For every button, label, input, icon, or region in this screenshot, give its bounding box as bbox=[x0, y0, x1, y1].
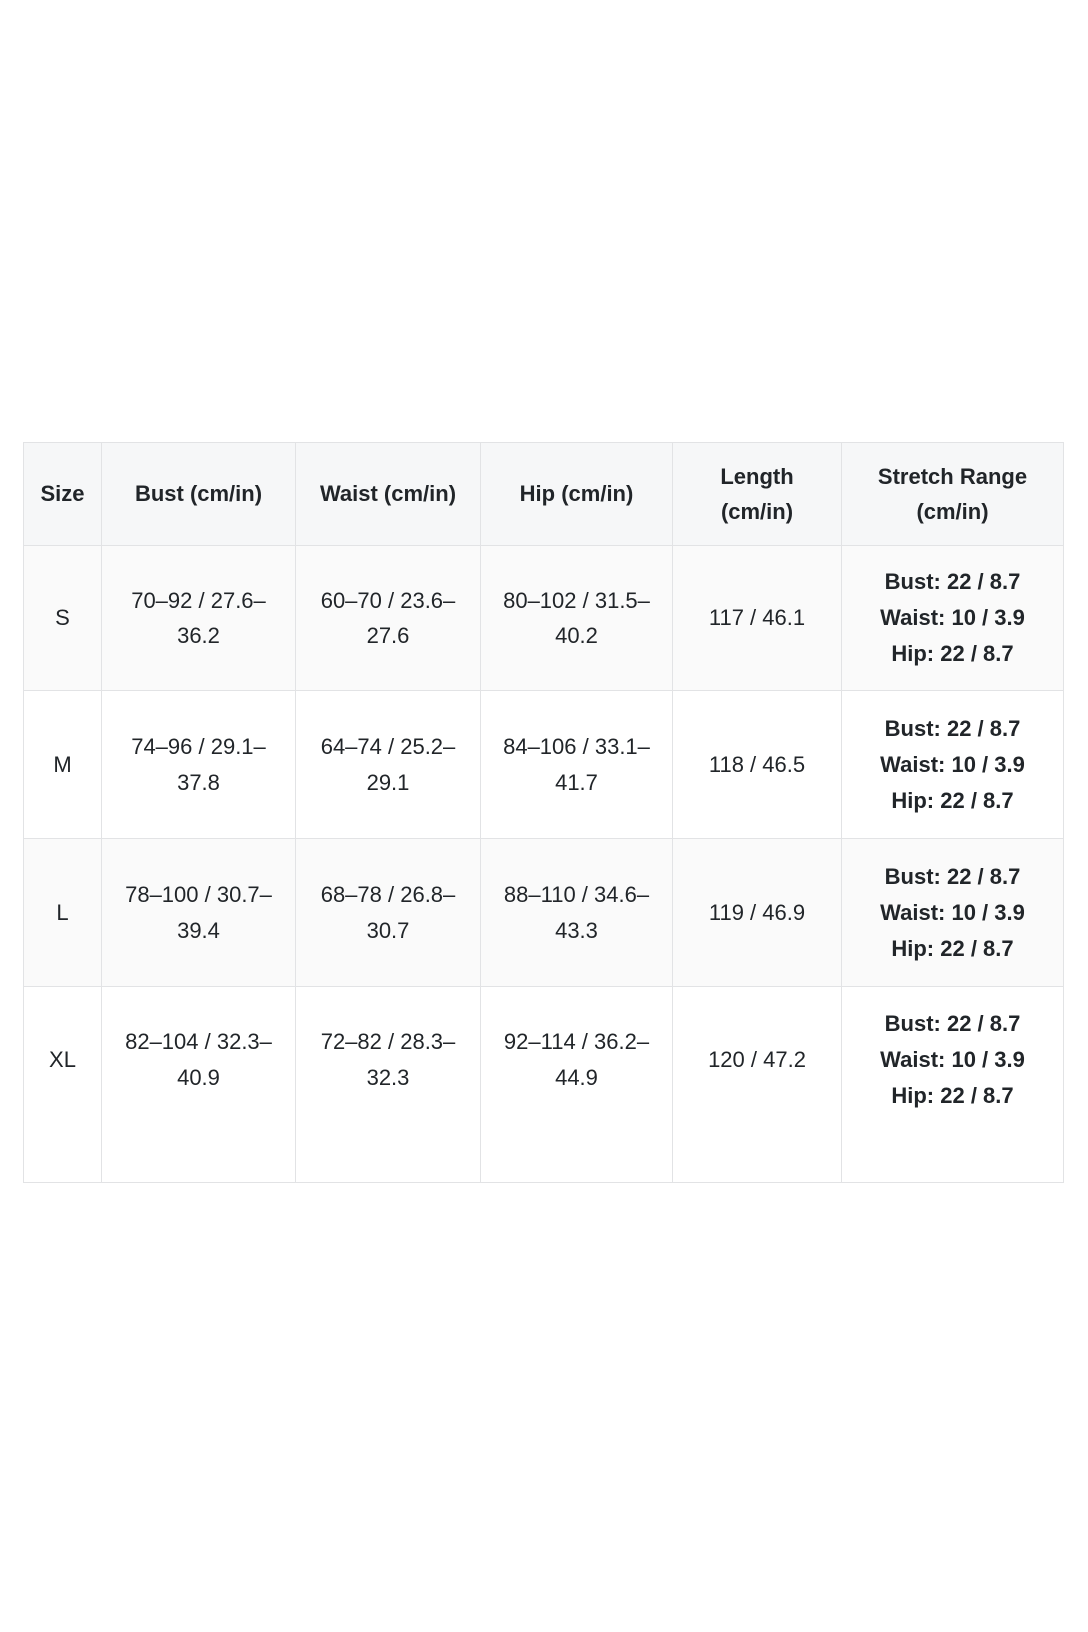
size-chart-table: Size Bust (cm/in) Waist (cm/in) Hip (cm/… bbox=[23, 442, 1064, 1183]
column-header-waist: Waist (cm/in) bbox=[295, 442, 481, 546]
stretch-range-cell: Bust: 22 / 8.7 Waist: 10 / 3.9 Hip: 22 /… bbox=[841, 986, 1064, 1183]
length-cell: 120 / 47.2 bbox=[672, 986, 842, 1183]
bust-cell: 82–104 / 32.3–40.9 bbox=[101, 986, 296, 1183]
waist-cell: 60–70 / 23.6–27.6 bbox=[295, 545, 481, 691]
table-row-s: S 70–92 / 27.6–36.2 60–70 / 23.6–27.6 80… bbox=[23, 545, 1064, 691]
waist-cell: 64–74 / 25.2–29.1 bbox=[295, 690, 481, 839]
hip-cell: 80–102 / 31.5–40.2 bbox=[480, 545, 673, 691]
bust-cell: 70–92 / 27.6–36.2 bbox=[101, 545, 296, 691]
stretch-hip-line: Hip: 22 / 8.7 bbox=[891, 935, 1014, 961]
stretch-hip-line: Hip: 22 / 8.7 bbox=[891, 641, 1014, 666]
hip-cell: 92–114 / 36.2–44.9 bbox=[480, 986, 673, 1183]
size-cell: M bbox=[23, 690, 102, 839]
table-row-xl: XL 82–104 / 32.3–40.9 72–82 / 28.3–32.3 … bbox=[23, 986, 1064, 1183]
column-header-size: Size bbox=[23, 442, 102, 546]
stretch-waist-line: Waist: 10 / 3.9 bbox=[880, 751, 1025, 777]
size-cell: S bbox=[23, 545, 102, 691]
stretch-hip-line: Hip: 22 / 8.7 bbox=[891, 1082, 1014, 1108]
size-cell: XL bbox=[23, 986, 102, 1183]
stretch-bust-line: Bust: 22 / 8.7 bbox=[884, 863, 1021, 889]
stretch-range-cell: Bust: 22 / 8.7 Waist: 10 / 3.9 Hip: 22 /… bbox=[841, 838, 1064, 987]
stretch-bust-line: Bust: 22 / 8.7 bbox=[884, 569, 1021, 594]
column-header-hip: Hip (cm/in) bbox=[480, 442, 673, 546]
column-header-length: Length (cm/in) bbox=[672, 442, 842, 546]
stretch-bust-line: Bust: 22 / 8.7 bbox=[884, 1010, 1021, 1036]
column-header-stretch: Stretch Range (cm/in) bbox=[841, 442, 1064, 546]
waist-cell: 72–82 / 28.3–32.3 bbox=[295, 986, 481, 1183]
stretch-bust-line: Bust: 22 / 8.7 bbox=[884, 715, 1021, 741]
hip-cell: 88–110 / 34.6–43.3 bbox=[480, 838, 673, 987]
stretch-waist-line: Waist: 10 / 3.9 bbox=[880, 1046, 1025, 1072]
stretch-waist-line: Waist: 10 / 3.9 bbox=[880, 899, 1025, 925]
column-header-bust: Bust (cm/in) bbox=[101, 442, 296, 546]
stretch-hip-line: Hip: 22 / 8.7 bbox=[891, 787, 1014, 813]
bust-cell: 74–96 / 29.1–37.8 bbox=[101, 690, 296, 839]
size-cell: L bbox=[23, 838, 102, 987]
stretch-range-cell: Bust: 22 / 8.7 Waist: 10 / 3.9 Hip: 22 /… bbox=[841, 690, 1064, 839]
waist-cell: 68–78 / 26.8–30.7 bbox=[295, 838, 481, 987]
table-row-m: M 74–96 / 29.1–37.8 64–74 / 25.2–29.1 84… bbox=[23, 690, 1064, 839]
length-cell: 119 / 46.9 bbox=[672, 838, 842, 987]
header-row: Size Bust (cm/in) Waist (cm/in) Hip (cm/… bbox=[23, 442, 1064, 546]
stretch-waist-line: Waist: 10 / 3.9 bbox=[880, 605, 1025, 630]
bust-cell: 78–100 / 30.7–39.4 bbox=[101, 838, 296, 987]
table-row-l: L 78–100 / 30.7–39.4 68–78 / 26.8–30.7 8… bbox=[23, 838, 1064, 987]
stretch-range-cell: Bust: 22 / 8.7 Waist: 10 / 3.9 Hip: 22 /… bbox=[841, 545, 1064, 691]
hip-cell: 84–106 / 33.1–41.7 bbox=[480, 690, 673, 839]
length-cell: 117 / 46.1 bbox=[672, 545, 842, 691]
length-cell: 118 / 46.5 bbox=[672, 690, 842, 839]
